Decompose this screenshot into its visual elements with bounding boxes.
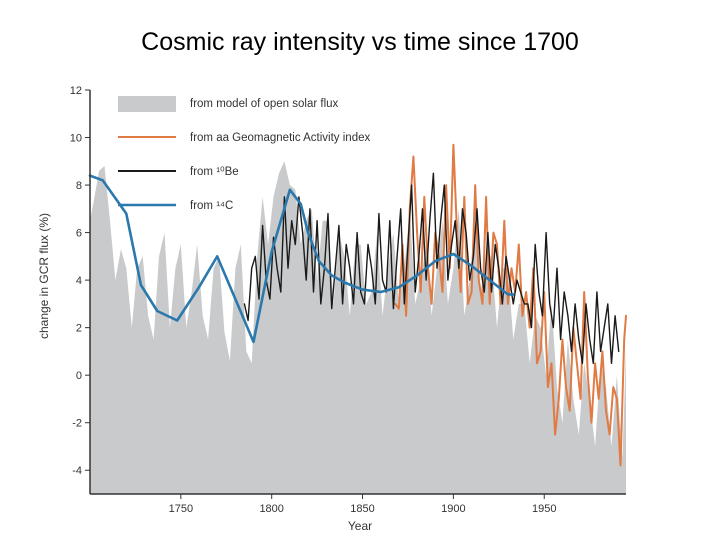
y-tick-label: -4 bbox=[72, 465, 82, 477]
series-be10-line bbox=[243, 172, 620, 364]
slide-title: Cosmic ray intensity vs time since 1700 bbox=[141, 28, 579, 56]
y-tick-label: -2 bbox=[72, 418, 82, 430]
x-tick-label: 1850 bbox=[350, 503, 374, 515]
y-tick-label: 10 bbox=[70, 133, 82, 145]
x-tick-label: 1950 bbox=[532, 503, 556, 515]
series-aa-line bbox=[394, 143, 627, 467]
series-model-area bbox=[90, 161, 626, 495]
legend: from model of open solar flux from aa Geo… bbox=[118, 96, 370, 212]
x-tick-label: 1900 bbox=[441, 503, 465, 515]
y-tick-label: 8 bbox=[76, 180, 82, 192]
y-tick-label: 4 bbox=[76, 275, 82, 287]
y-tick-label: 12 bbox=[70, 85, 82, 97]
y-tick-label: 2 bbox=[76, 323, 82, 335]
series-c14-line bbox=[88, 174, 515, 344]
plot-area bbox=[88, 143, 627, 495]
y-tick-label: 6 bbox=[76, 228, 82, 240]
x-tick-label: 1800 bbox=[259, 503, 283, 515]
x-axis-label: Year bbox=[348, 519, 372, 533]
axes: -4 -2 0 2 4 6 8 10 12 1750 1800 1850 1900 1950 bbox=[70, 85, 626, 515]
legend-label-model: from model of open solar flux bbox=[190, 98, 339, 110]
x-tick-label: 1750 bbox=[169, 503, 193, 515]
y-tick-label: 0 bbox=[76, 370, 82, 382]
y-axis-label: change in GCR flux (%) bbox=[37, 213, 51, 339]
legend-label-be10: from ¹⁰Be bbox=[190, 166, 239, 178]
legend-swatch-model bbox=[118, 96, 176, 112]
legend-label-aa: from aa Geomagnetic Activity index bbox=[190, 132, 370, 144]
legend-label-c14: from ¹⁴C bbox=[190, 200, 233, 212]
